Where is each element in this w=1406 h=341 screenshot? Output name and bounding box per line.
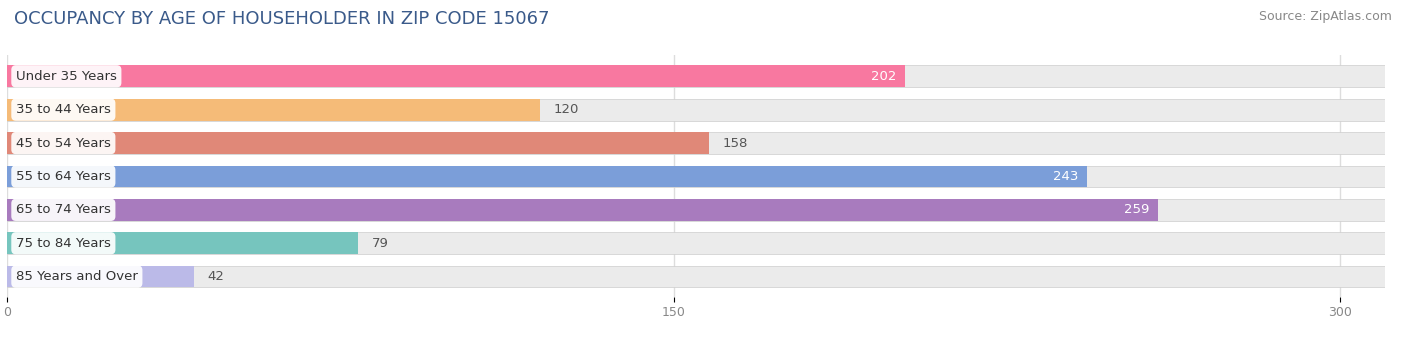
Bar: [7, 132, 709, 154]
Bar: [7, 166, 1385, 187]
Bar: [7, 232, 359, 254]
Text: 65 to 74 Years: 65 to 74 Years: [15, 203, 111, 216]
Bar: [7, 232, 1385, 254]
Text: 120: 120: [554, 103, 579, 116]
Bar: [7, 99, 1385, 120]
Text: 158: 158: [723, 136, 748, 150]
Text: 55 to 64 Years: 55 to 64 Years: [15, 170, 111, 183]
Text: 259: 259: [1123, 203, 1149, 216]
Text: 45 to 54 Years: 45 to 54 Years: [15, 136, 111, 150]
Bar: [7, 266, 194, 287]
Text: 85 Years and Over: 85 Years and Over: [15, 270, 138, 283]
Text: OCCUPANCY BY AGE OF HOUSEHOLDER IN ZIP CODE 15067: OCCUPANCY BY AGE OF HOUSEHOLDER IN ZIP C…: [14, 10, 550, 28]
Bar: [7, 65, 905, 87]
Text: 42: 42: [207, 270, 224, 283]
Text: Source: ZipAtlas.com: Source: ZipAtlas.com: [1258, 10, 1392, 23]
Bar: [7, 166, 1087, 187]
Bar: [7, 199, 1159, 221]
Text: 243: 243: [1053, 170, 1078, 183]
Text: 79: 79: [371, 237, 388, 250]
Text: 75 to 84 Years: 75 to 84 Years: [15, 237, 111, 250]
Bar: [7, 132, 1385, 154]
Bar: [7, 65, 1385, 87]
Bar: [7, 99, 540, 120]
Bar: [7, 266, 1385, 287]
Text: 202: 202: [870, 70, 896, 83]
Text: 35 to 44 Years: 35 to 44 Years: [15, 103, 111, 116]
Bar: [7, 199, 1385, 221]
Text: Under 35 Years: Under 35 Years: [15, 70, 117, 83]
